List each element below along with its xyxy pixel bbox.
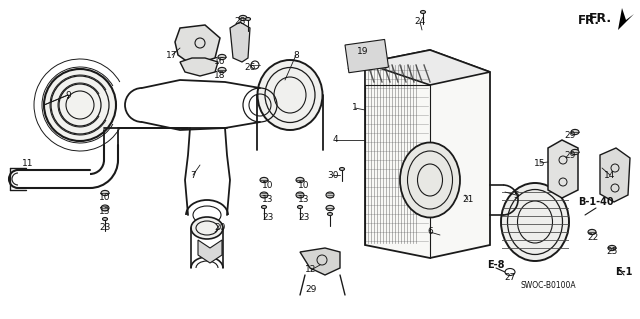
Text: E-1: E-1 <box>615 267 633 277</box>
Text: 23: 23 <box>298 213 310 222</box>
Ellipse shape <box>339 167 344 170</box>
Text: 16: 16 <box>214 57 226 66</box>
Text: 15: 15 <box>534 159 546 167</box>
Ellipse shape <box>260 192 268 198</box>
Ellipse shape <box>102 218 108 220</box>
Polygon shape <box>618 8 634 30</box>
Ellipse shape <box>326 192 334 198</box>
Text: 21: 21 <box>462 196 474 204</box>
Text: FR.: FR. <box>588 11 612 25</box>
Ellipse shape <box>571 149 579 155</box>
Ellipse shape <box>246 18 250 20</box>
Ellipse shape <box>400 143 460 218</box>
Text: 22: 22 <box>588 234 598 242</box>
Text: 5: 5 <box>513 190 519 199</box>
Text: 6: 6 <box>427 227 433 236</box>
Text: FR.: FR. <box>578 13 600 26</box>
Ellipse shape <box>44 69 116 141</box>
Ellipse shape <box>608 245 616 251</box>
Text: 10: 10 <box>99 194 111 203</box>
Ellipse shape <box>571 130 579 135</box>
Polygon shape <box>365 50 490 85</box>
Polygon shape <box>175 25 220 65</box>
Text: 28: 28 <box>234 18 246 26</box>
Ellipse shape <box>101 190 109 196</box>
Bar <box>345 40 388 73</box>
Text: 24: 24 <box>414 18 426 26</box>
Text: 29: 29 <box>305 286 317 294</box>
Text: 14: 14 <box>604 170 616 180</box>
Text: 29: 29 <box>564 151 576 160</box>
Ellipse shape <box>239 15 247 21</box>
Text: 13: 13 <box>262 196 274 204</box>
Text: 1: 1 <box>352 103 358 113</box>
Text: B-1-40: B-1-40 <box>578 197 614 207</box>
Text: 11: 11 <box>22 159 34 167</box>
Ellipse shape <box>298 205 303 209</box>
Polygon shape <box>180 58 218 76</box>
Text: 7: 7 <box>190 170 196 180</box>
Ellipse shape <box>218 67 226 73</box>
Ellipse shape <box>218 55 226 60</box>
Text: 8: 8 <box>293 50 299 60</box>
Ellipse shape <box>260 177 268 182</box>
Polygon shape <box>300 248 340 275</box>
Polygon shape <box>365 50 490 258</box>
Ellipse shape <box>257 60 323 130</box>
Text: E-8: E-8 <box>487 260 505 270</box>
Text: 23: 23 <box>262 213 274 222</box>
Ellipse shape <box>296 177 304 182</box>
Text: 4: 4 <box>332 136 338 145</box>
Polygon shape <box>198 240 222 263</box>
Text: 25: 25 <box>606 248 618 256</box>
Polygon shape <box>230 22 250 62</box>
Text: 27: 27 <box>504 273 516 283</box>
Text: 18: 18 <box>214 70 226 79</box>
Text: 19: 19 <box>357 48 369 56</box>
Ellipse shape <box>296 192 304 198</box>
Text: 13: 13 <box>298 196 310 204</box>
Text: SWOC-B0100A: SWOC-B0100A <box>520 280 576 290</box>
Ellipse shape <box>326 205 334 211</box>
Text: 13: 13 <box>99 207 111 217</box>
Text: 10: 10 <box>298 181 310 189</box>
Text: 10: 10 <box>262 181 274 189</box>
Polygon shape <box>548 140 578 198</box>
Polygon shape <box>600 148 630 202</box>
Text: 17: 17 <box>166 50 178 60</box>
Ellipse shape <box>262 205 266 209</box>
Ellipse shape <box>328 212 333 216</box>
Ellipse shape <box>191 217 223 239</box>
Ellipse shape <box>501 183 569 261</box>
Ellipse shape <box>101 205 109 211</box>
Text: 12: 12 <box>305 265 317 275</box>
Text: 20: 20 <box>214 224 226 233</box>
Text: 26: 26 <box>244 63 256 72</box>
Text: 29: 29 <box>564 130 576 139</box>
Text: 30: 30 <box>327 170 339 180</box>
Ellipse shape <box>588 229 596 234</box>
Text: 23: 23 <box>99 224 111 233</box>
Text: 9: 9 <box>65 91 71 100</box>
Ellipse shape <box>420 11 426 13</box>
